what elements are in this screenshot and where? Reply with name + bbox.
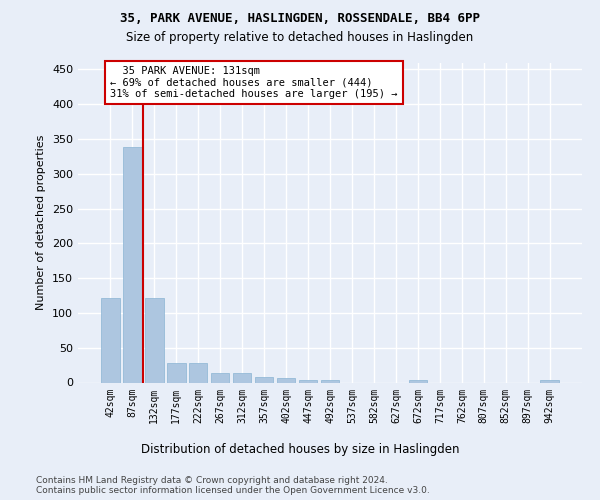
Text: 35 PARK AVENUE: 131sqm
← 69% of detached houses are smaller (444)
31% of semi-de: 35 PARK AVENUE: 131sqm ← 69% of detached… [110, 66, 398, 99]
Bar [211, 373, 229, 382]
Bar [167, 363, 185, 382]
Text: 35, PARK AVENUE, HASLINGDEN, ROSSENDALE, BB4 6PP: 35, PARK AVENUE, HASLINGDEN, ROSSENDALE,… [120, 12, 480, 26]
Bar [101, 298, 119, 382]
Text: Size of property relative to detached houses in Haslingden: Size of property relative to detached ho… [127, 31, 473, 44]
Text: Contains HM Land Registry data © Crown copyright and database right 2024.
Contai: Contains HM Land Registry data © Crown c… [36, 476, 430, 495]
Bar [541, 380, 559, 382]
Bar [123, 146, 142, 382]
Bar [277, 378, 295, 382]
Bar [320, 380, 340, 382]
Bar [255, 377, 274, 382]
Y-axis label: Number of detached properties: Number of detached properties [37, 135, 46, 310]
Bar [299, 380, 317, 382]
Bar [145, 298, 164, 382]
Bar [233, 373, 251, 382]
Bar [409, 380, 427, 382]
Bar [189, 363, 208, 382]
Text: Distribution of detached houses by size in Haslingden: Distribution of detached houses by size … [141, 442, 459, 456]
